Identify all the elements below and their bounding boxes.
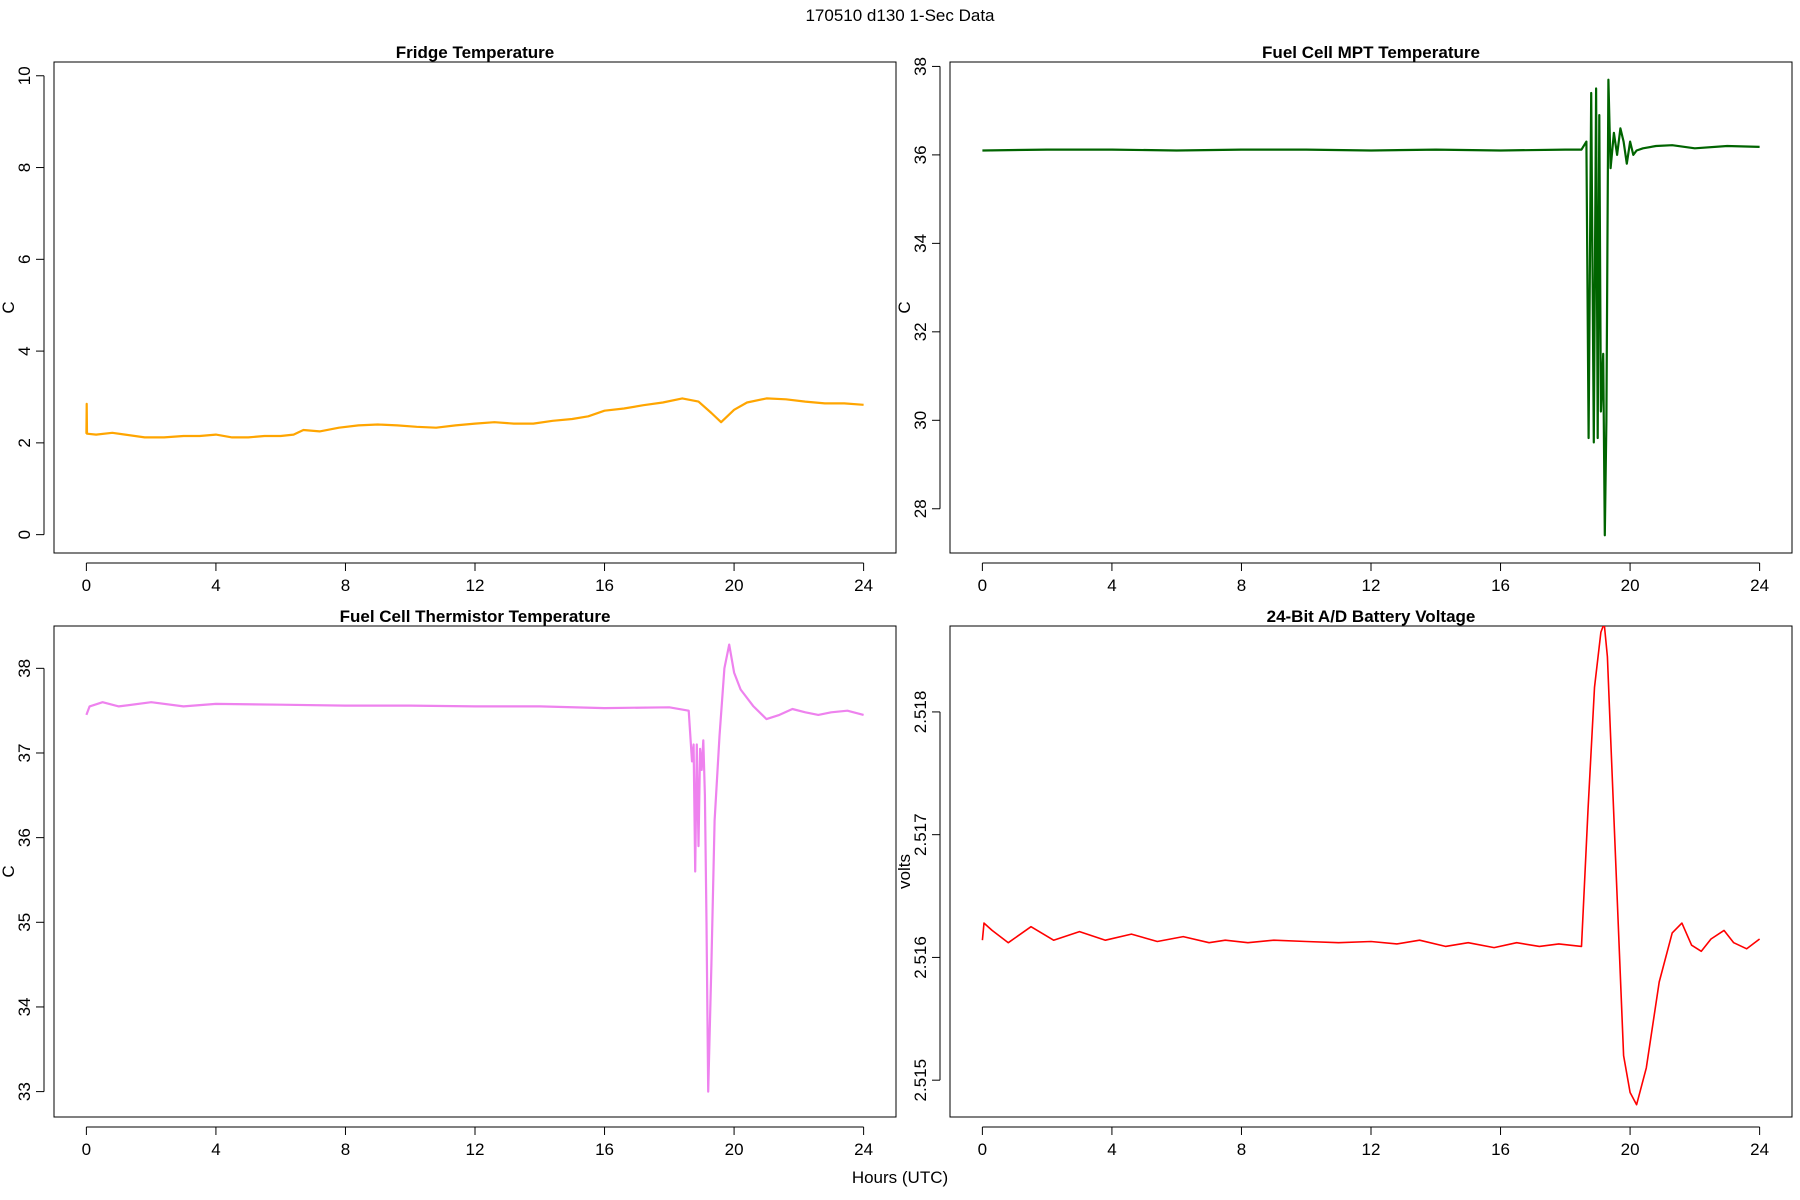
x-tick-label: 0	[82, 576, 91, 595]
y-axis-label: C	[0, 865, 18, 877]
y-tick-label: 30	[911, 411, 930, 430]
panel-title: Fuel Cell Thermistor Temperature	[340, 607, 611, 626]
shared-x-axis-label: Hours (UTC)	[851, 1168, 949, 1187]
x-tick-label: 0	[82, 1140, 91, 1159]
x-tick-label: 20	[725, 576, 744, 595]
y-tick-label: 0	[15, 530, 34, 539]
x-tick-label: 4	[1107, 1140, 1116, 1159]
y-tick-label: 8	[15, 163, 34, 172]
y-tick-label: 6	[15, 255, 34, 264]
y-tick-label: 36	[15, 828, 34, 847]
x-tick-label: 24	[1750, 576, 1769, 595]
x-tick-label: 4	[211, 1140, 220, 1159]
y-tick-label: 10	[15, 66, 34, 85]
x-tick-label: 8	[1237, 1140, 1246, 1159]
x-tick-label: 20	[1621, 576, 1640, 595]
plot-frame	[53, 625, 897, 1118]
x-tick-label: 4	[1107, 576, 1116, 595]
y-tick-label: 34	[15, 997, 34, 1016]
chart-fuel-cell-thermistor-temperature: Fuel Cell Thermistor Temperature 0 4 8 12 16 2…	[0, 607, 897, 1159]
x-tick-label: 4	[211, 576, 220, 595]
y-tick-label: 38	[911, 57, 930, 76]
plot-frame	[949, 61, 1793, 554]
plot-frame	[53, 61, 897, 554]
y-tick-label: 2.518	[911, 691, 930, 734]
x-tick-label: 12	[1362, 1140, 1381, 1159]
x-tick-label: 8	[341, 576, 350, 595]
x-tick-label: 0	[978, 1140, 987, 1159]
x-tick-label: 8	[1237, 576, 1246, 595]
y-axis-label: C	[895, 301, 914, 313]
y-tick-label: 2.515	[911, 1059, 930, 1102]
x-tick-label: 24	[854, 1140, 873, 1159]
panel-title: 24-Bit A/D Battery Voltage	[1267, 607, 1476, 626]
chart-fuel-cell-mpt-temperature: Fuel Cell MPT Temperature 0 4 8 12 16 20 24 28 30…	[895, 43, 1793, 595]
x-tick-label: 24	[854, 576, 873, 595]
y-tick-label: 2.517	[911, 813, 930, 856]
y-tick-label: 35	[15, 913, 34, 932]
chart-battery-voltage: 24-Bit A/D Battery Voltage 0 4 8 12 16 20 24 2.5…	[895, 607, 1793, 1159]
panel-title: Fridge Temperature	[396, 43, 554, 62]
y-axis-label: C	[0, 301, 18, 313]
x-tick-label: 12	[1362, 576, 1381, 595]
y-tick-label: 2.516	[911, 936, 930, 979]
y-tick-label: 37	[15, 744, 34, 763]
y-tick-label: 4	[15, 346, 34, 355]
series-line-fridge-temperature	[85, 397, 864, 439]
x-tick-label: 16	[1491, 576, 1510, 595]
x-tick-label: 8	[341, 1140, 350, 1159]
x-tick-label: 16	[595, 1140, 614, 1159]
x-tick-label: 12	[466, 576, 485, 595]
y-tick-label: 38	[15, 659, 34, 678]
x-tick-label: 20	[1621, 1140, 1640, 1159]
panel-title: Fuel Cell MPT Temperature	[1262, 43, 1480, 62]
x-tick-label: 12	[466, 1140, 485, 1159]
series-line-fuel-cell-mpt-temperature	[982, 78, 1760, 537]
y-tick-label: 32	[911, 322, 930, 341]
x-tick-label: 16	[595, 576, 614, 595]
y-axis-label: volts	[895, 854, 914, 889]
main-title: 170510 d130 1-Sec Data	[805, 6, 995, 25]
series-line-battery-voltage	[981, 626, 1761, 1106]
x-tick-label: 0	[978, 576, 987, 595]
y-tick-label: 28	[911, 499, 930, 518]
y-tick-label: 34	[911, 234, 930, 253]
x-tick-label: 20	[725, 1140, 744, 1159]
series-line-fuel-cell-thermistor-temperature	[85, 643, 864, 1093]
y-tick-label: 33	[15, 1082, 34, 1101]
x-tick-label: 16	[1491, 1140, 1510, 1159]
y-tick-label: 2	[15, 438, 34, 447]
y-tick-label: 36	[911, 145, 930, 164]
plot-frame	[949, 625, 1793, 1118]
x-tick-label: 24	[1750, 1140, 1769, 1159]
